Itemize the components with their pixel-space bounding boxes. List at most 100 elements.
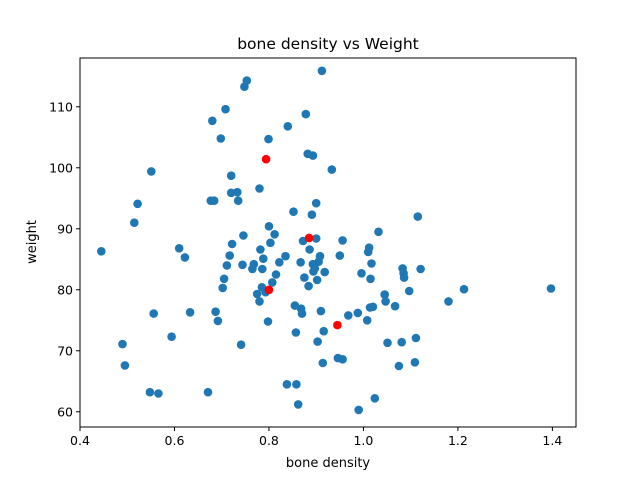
x-tick-label: 0.8 [259, 433, 279, 448]
data-point-s0-9 [167, 332, 176, 342]
data-points [97, 66, 556, 415]
y-tick-label: 70 [57, 343, 73, 358]
data-point-s0-70 [307, 210, 317, 219]
data-point-s0-4 [133, 199, 142, 209]
data-point-s0-109 [397, 337, 407, 347]
data-point-s0-54 [282, 380, 292, 389]
data-point-s0-74 [310, 264, 320, 273]
data-point-s0-95 [362, 316, 372, 325]
data-point-s0-65 [300, 273, 309, 282]
data-point-s0-91 [344, 311, 353, 320]
data-point-s0-76 [311, 234, 321, 243]
data-point-s0-39 [255, 297, 264, 306]
data-point-s0-16 [209, 196, 219, 205]
data-point-s0-116 [413, 212, 423, 221]
x-axis: 0.4 0.6 0.8 1.0 1.2 1.4 [70, 427, 562, 448]
data-point-s0-80 [315, 251, 325, 261]
data-point-s0-37 [252, 289, 262, 299]
data-point-s0-43 [259, 254, 268, 263]
data-point-s0-31 [238, 260, 247, 270]
data-point-s0-78 [313, 337, 322, 346]
plot-frame [79, 57, 577, 428]
data-point-s1-2 [304, 233, 314, 243]
y-tick-label: 90 [57, 221, 73, 236]
data-point-s0-38 [255, 184, 264, 193]
data-point-s0-1 [118, 339, 127, 349]
data-point-s0-92 [354, 405, 364, 415]
data-point-s0-8 [154, 389, 163, 398]
x-tick-label: 1.4 [542, 433, 562, 448]
data-point-s0-7 [149, 309, 158, 318]
data-point-s0-58 [291, 328, 301, 337]
data-point-s0-115 [411, 333, 421, 343]
data-point-s0-83 [318, 358, 328, 368]
data-point-s0-112 [399, 273, 409, 282]
y-tick-label: 80 [57, 282, 73, 297]
y-tick-label: 110 [49, 99, 73, 114]
data-point-s0-42 [258, 264, 267, 274]
y-tick-label: 100 [49, 160, 73, 175]
data-point-s0-103 [374, 227, 383, 237]
data-point-s0-30 [236, 340, 246, 350]
data-point-s0-82 [317, 66, 327, 76]
y-tick-label: 60 [57, 404, 73, 419]
data-point-s0-101 [368, 302, 378, 312]
data-point-s0-2 [120, 361, 130, 370]
data-point-s0-26 [226, 171, 236, 180]
x-tick-label: 0.6 [165, 433, 185, 448]
data-point-s0-20 [218, 283, 227, 293]
data-point-s1-3 [333, 320, 342, 330]
data-point-s0-27 [227, 239, 237, 249]
data-point-s0-81 [316, 306, 326, 316]
data-point-s0-88 [335, 251, 345, 260]
data-point-s1-0 [261, 154, 271, 164]
data-point-s0-86 [327, 165, 337, 174]
x-tick-label: 1.0 [353, 433, 373, 448]
data-point-s0-48 [266, 238, 275, 248]
y-axis-label: weight [25, 220, 40, 264]
data-point-s0-21 [219, 274, 229, 284]
data-point-s0-19 [216, 134, 226, 143]
data-point-s0-71 [308, 151, 318, 160]
data-point-s0-15 [208, 116, 217, 126]
data-point-s0-40 [256, 245, 265, 254]
data-point-s0-119 [459, 284, 469, 294]
data-point-s0-23 [222, 261, 232, 270]
data-point-s0-28 [233, 187, 242, 197]
data-point-s0-85 [320, 267, 330, 277]
data-point-s0-89 [338, 236, 347, 245]
data-point-s0-113 [404, 286, 414, 296]
data-point-s0-114 [410, 358, 420, 367]
data-point-s0-94 [357, 269, 366, 278]
data-point-s0-12 [185, 308, 195, 317]
data-point-s0-93 [353, 308, 363, 318]
data-point-s0-61 [296, 258, 305, 267]
data-point-s0-24 [225, 251, 234, 260]
data-point-s0-45 [263, 317, 273, 326]
data-point-s0-56 [289, 207, 298, 216]
data-point-s0-105 [381, 297, 390, 306]
data-point-s0-99 [366, 274, 375, 284]
data-point-s0-47 [264, 222, 274, 231]
data-point-s0-46 [264, 134, 273, 144]
data-point-s0-3 [130, 218, 139, 227]
data-point-s0-106 [383, 338, 392, 348]
data-point-s0-18 [213, 316, 223, 326]
data-point-s0-69 [305, 245, 314, 254]
data-point-s0-107 [390, 301, 400, 311]
data-point-s0-52 [275, 258, 284, 267]
data-point-s0-104 [380, 290, 390, 299]
data-point-s0-55 [283, 122, 293, 131]
data-point-s0-50 [270, 230, 279, 239]
x-tick-label: 1.2 [448, 433, 468, 448]
data-point-s0-84 [319, 326, 329, 336]
data-point-s0-13 [203, 387, 213, 397]
data-point-s0-49 [268, 278, 277, 287]
data-point-s0-66 [301, 109, 311, 119]
data-point-s0-32 [239, 231, 248, 240]
data-point-s0-90 [338, 355, 347, 364]
data-point-s1-1 [264, 285, 274, 295]
data-point-s0-34 [242, 76, 252, 85]
x-tick-label: 0.4 [70, 433, 90, 448]
